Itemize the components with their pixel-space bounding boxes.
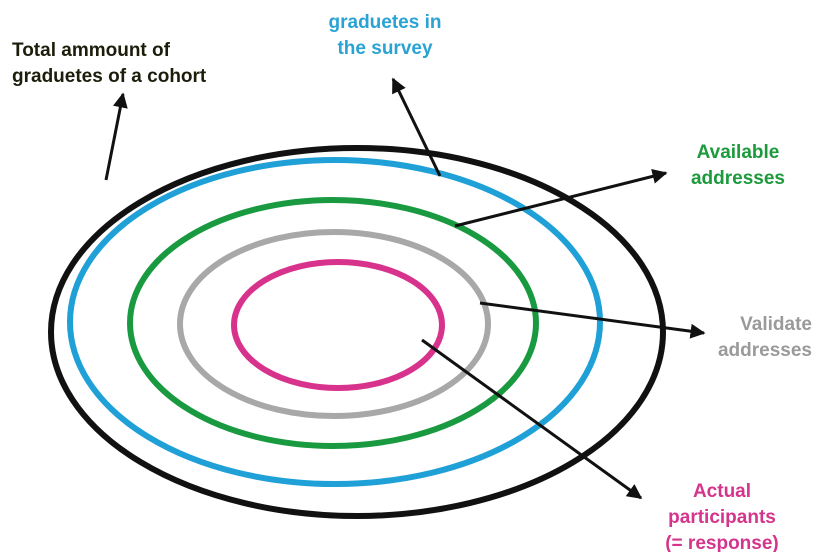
label-line: the survey <box>337 38 432 59</box>
label-line: graduetes in <box>329 12 442 33</box>
labels: Total ammount of graduetes of a cohort gra… <box>12 12 812 552</box>
cohort-ring <box>48 145 666 519</box>
label-line: (= response) <box>665 533 779 552</box>
survey-ring <box>67 157 603 487</box>
arrow <box>104 92 128 181</box>
arrow <box>421 338 643 500</box>
arrow <box>391 77 442 177</box>
label-line: Total ammount of <box>12 40 171 61</box>
arrow <box>479 301 706 339</box>
label-line: Available <box>697 142 780 163</box>
label-line: participants <box>668 507 776 528</box>
label-line: Actual <box>693 481 751 502</box>
arrow <box>454 169 668 228</box>
label-line: addresses <box>718 340 812 361</box>
arrows <box>104 77 706 500</box>
label-line: Validate <box>740 314 812 335</box>
label-line: graduetes of a cohort <box>12 66 207 87</box>
validate-ring <box>177 229 491 419</box>
available-ring <box>127 197 539 449</box>
label-line: addresses <box>691 168 785 189</box>
participants-ring <box>231 259 445 391</box>
